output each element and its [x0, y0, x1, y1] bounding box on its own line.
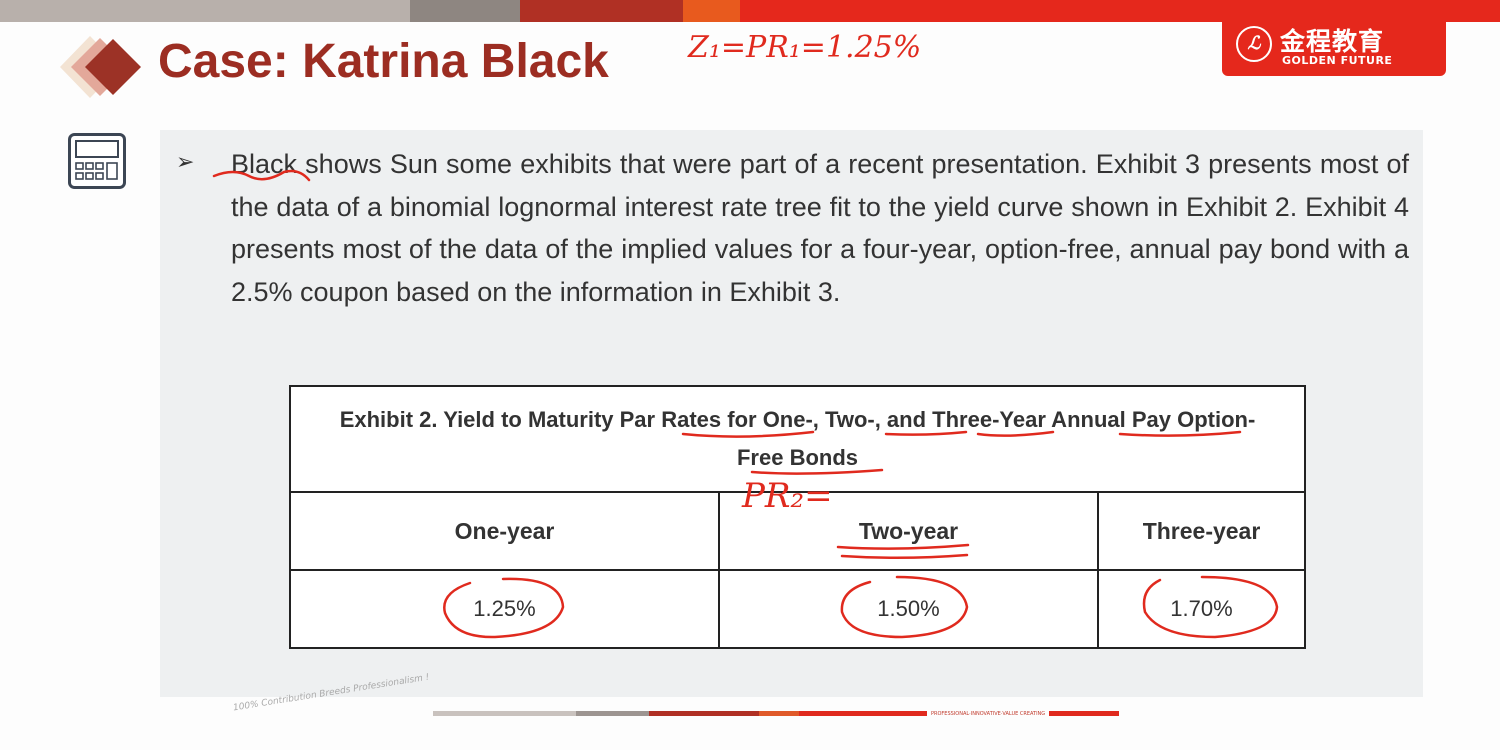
handwritten-note-title: Z₁=PR₁=1.25% — [688, 30, 922, 65]
value-two-year: 1.50% — [718, 569, 1099, 649]
logo-cn: 金程教育 — [1280, 27, 1385, 56]
header-one-year: One-year — [289, 491, 720, 571]
footer-color-bar: PROFESSIONAL·INNOVATIVE·VALUE CREATING — [433, 710, 1120, 717]
logo-seal-icon: ℒ — [1236, 26, 1272, 62]
header-three-year: Three-year — [1097, 491, 1306, 571]
calculator-icon — [68, 133, 126, 189]
logo-en: GOLDEN FUTURE — [1282, 54, 1393, 67]
value-one-year: 1.25% — [289, 569, 720, 649]
title-diamond-icon — [60, 36, 141, 98]
exhibit-2-table: Exhibit 2. Yield to Maturity Par Rates f… — [289, 385, 1306, 649]
footer-motto: PROFESSIONAL·INNOVATIVE·VALUE CREATING — [931, 710, 1046, 717]
case-paragraph: Black shows Sun some exhibits that were … — [231, 149, 1409, 307]
golden-future-logo: ℒ 金程教育 GOLDEN FUTURE — [1222, 14, 1446, 76]
top-color-bar — [0, 0, 1500, 22]
page-title: Case: Katrina Black — [158, 35, 609, 88]
bullet-arrow: ➢ — [176, 150, 195, 175]
value-three-year: 1.70% — [1097, 569, 1306, 649]
handwritten-note-pr2: PR₂= — [742, 476, 833, 516]
table-caption: Exhibit 2. Yield to Maturity Par Rates f… — [289, 385, 1306, 493]
